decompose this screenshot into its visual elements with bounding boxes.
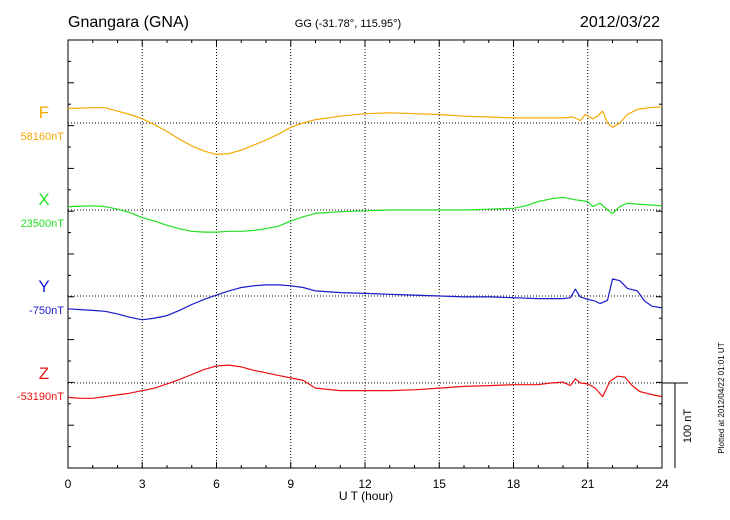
x-tick-label: 12 — [358, 477, 372, 491]
date-label: 2012/03/22 — [580, 14, 660, 31]
series-name-z: Z — [39, 364, 49, 383]
series-baseline-x: 23500nT — [21, 218, 65, 230]
trace-f — [67, 106, 663, 155]
x-tick-label: 0 — [65, 477, 72, 491]
traces — [67, 106, 663, 399]
x-tick-label: 3 — [139, 477, 146, 491]
trace-z — [67, 364, 663, 399]
series-name-f: F — [39, 103, 49, 122]
series-name-y: Y — [38, 277, 49, 296]
x-tick-label: 18 — [507, 477, 521, 491]
x-tick-label: 6 — [213, 477, 220, 491]
x-tick-label: 9 — [287, 477, 294, 491]
x-axis-label: U T (hour) — [339, 489, 393, 503]
series-baseline-z: -53190nT — [17, 391, 64, 403]
x-tick-label: 24 — [655, 477, 669, 491]
station-coords: GG (-31.78°, 115.95°) — [295, 18, 401, 30]
series-labels: F 58160nT X 23500nT Y -750nT Z -53190nT — [17, 103, 64, 403]
grid-lines — [68, 40, 662, 468]
plotted-note: Plotted at 2012/04/22 01:01 UT — [717, 342, 726, 453]
series-baseline-y: -750nT — [29, 305, 64, 317]
station-title: Gnangara (GNA) — [68, 14, 189, 31]
x-tick-label: 21 — [581, 477, 595, 491]
trace-x — [67, 196, 663, 233]
series-baseline-f: 58160nT — [21, 131, 65, 143]
axes: 0 3 6 9 12 15 18 21 24 — [65, 39, 669, 491]
x-tick-label: 15 — [433, 477, 447, 491]
scale-bar-label: 100 nT — [682, 409, 694, 444]
series-name-x: X — [38, 190, 49, 209]
trace-y — [67, 278, 663, 321]
